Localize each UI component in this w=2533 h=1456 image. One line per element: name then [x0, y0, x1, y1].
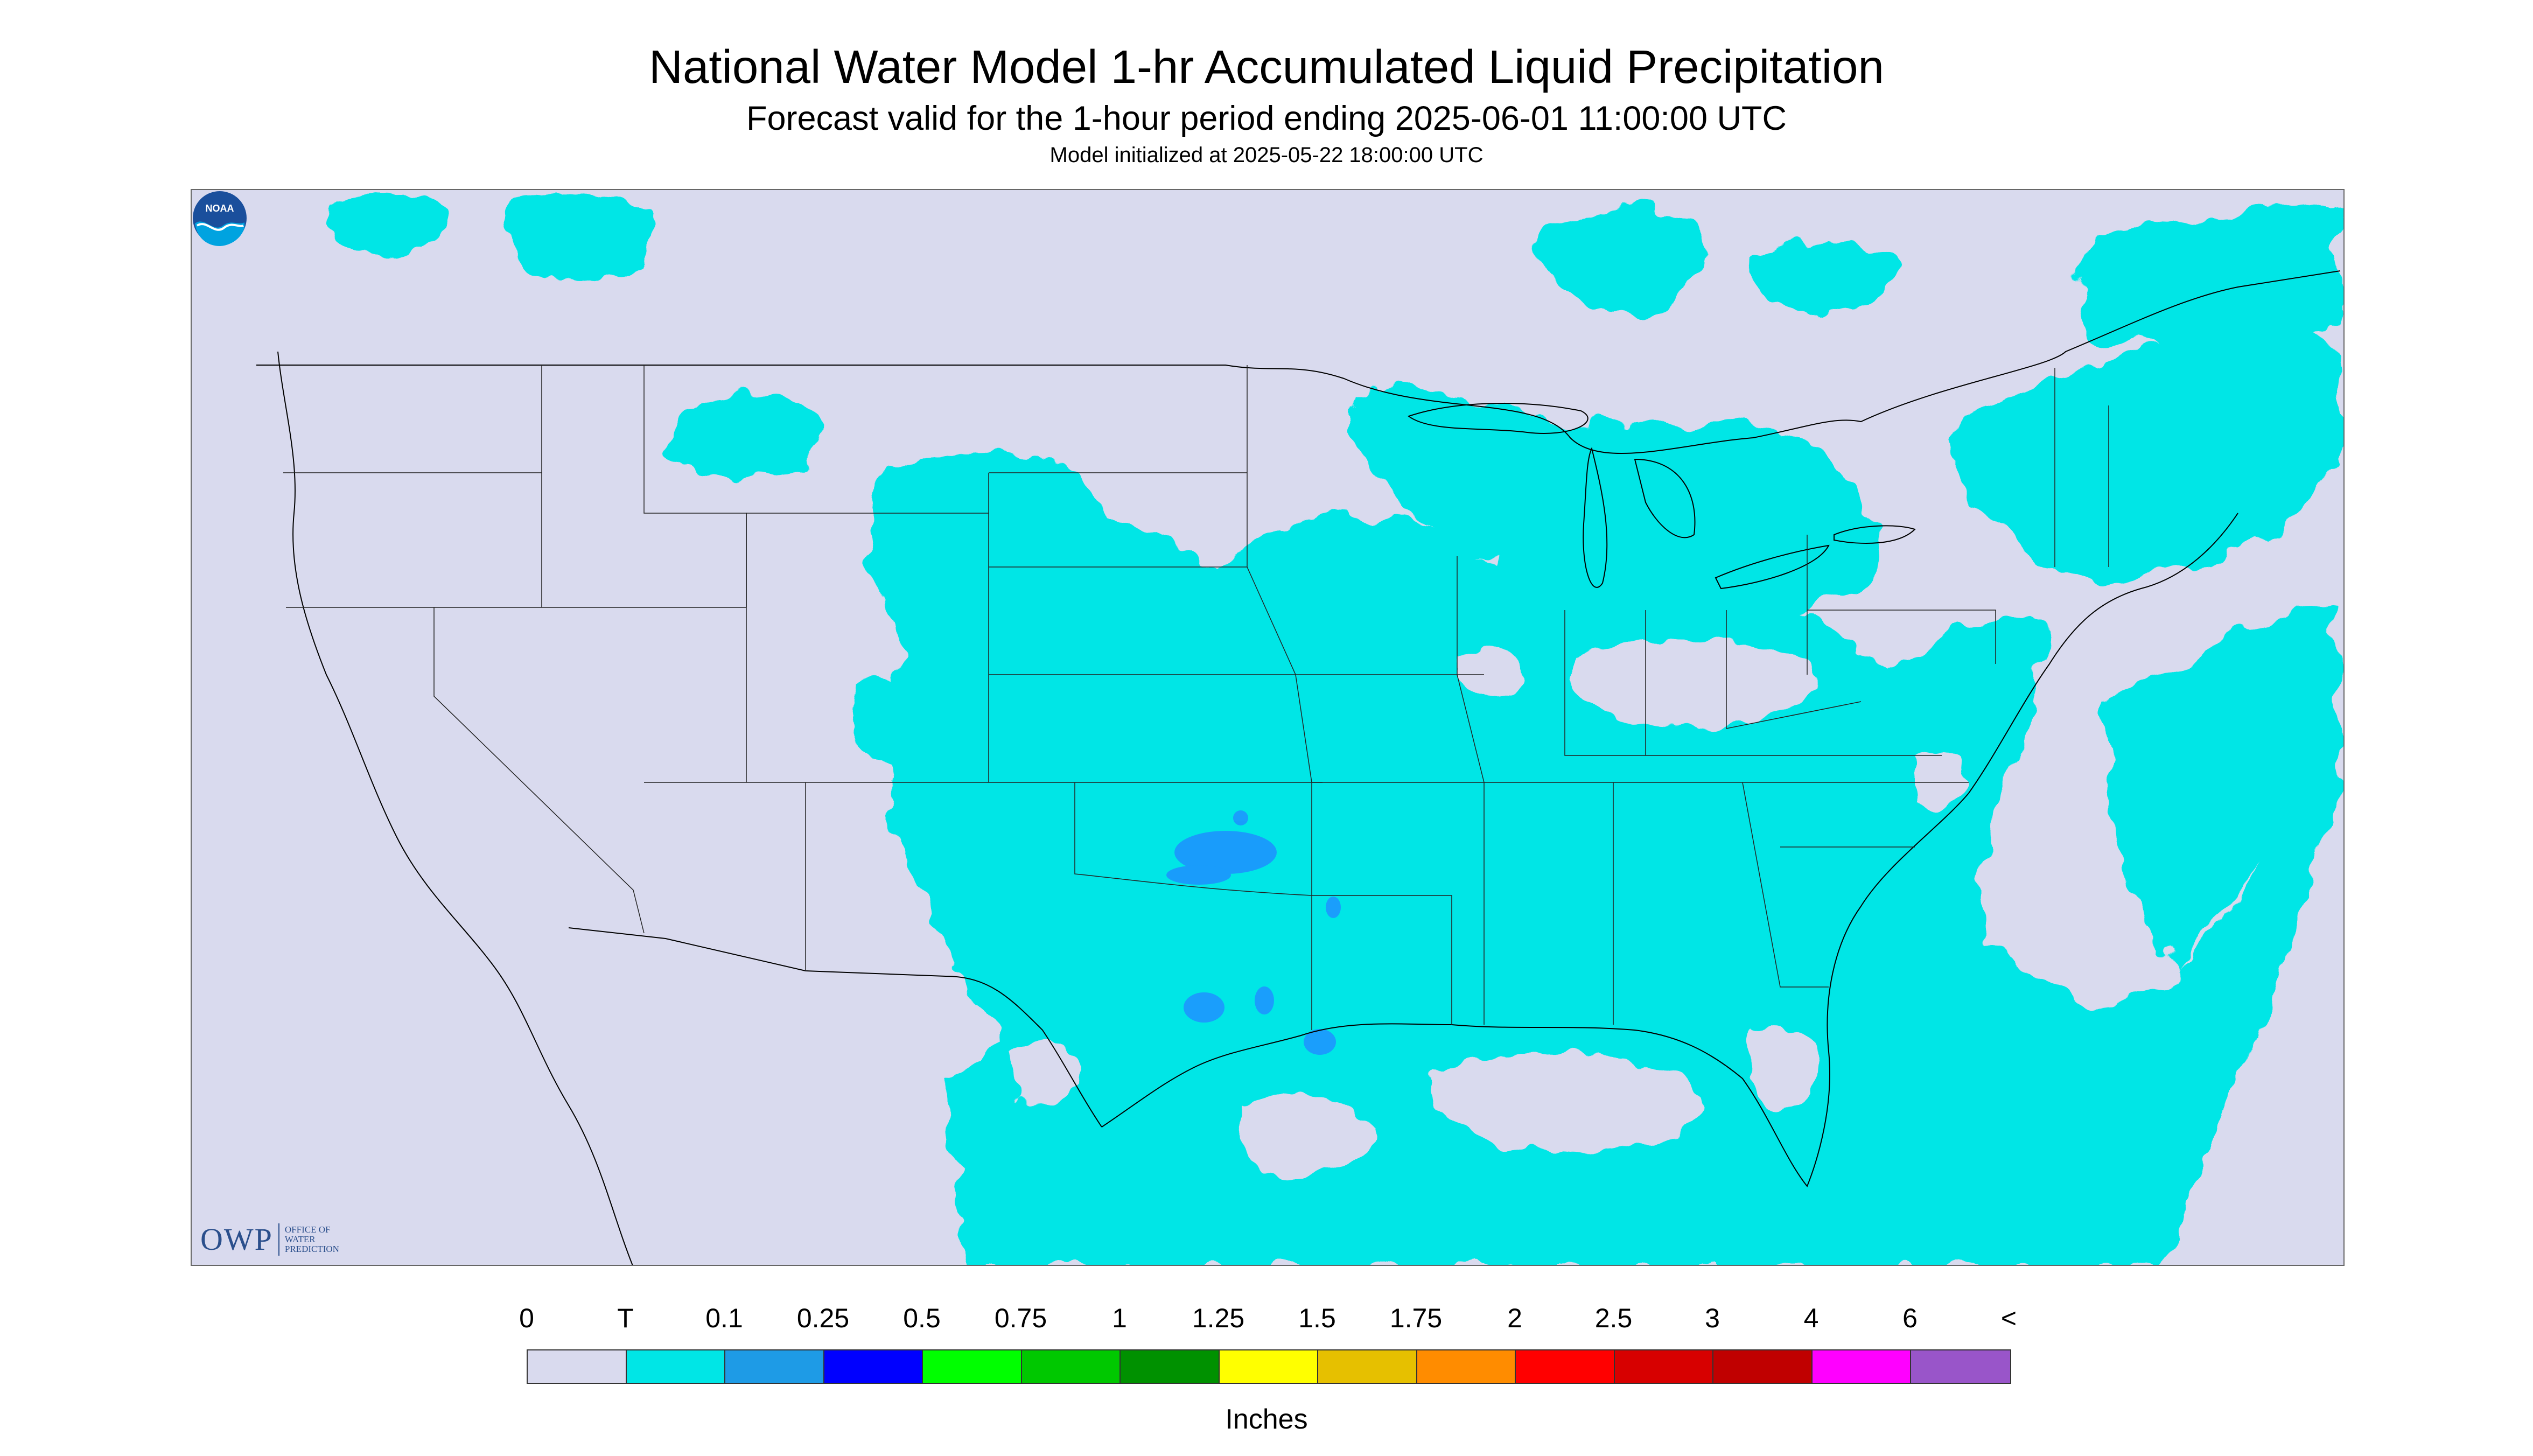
precip-cell-oklahoma-south	[1166, 865, 1231, 885]
pacific-coastline	[277, 351, 633, 1265]
lake-ontario	[1834, 525, 1916, 544]
precip-area-northeast	[1959, 326, 2340, 579]
noaa-logo-text: NOAA	[206, 203, 234, 214]
precipitation-map: OWP OFFICE OF WATER PREDICTION NOAA	[191, 189, 2345, 1266]
owp-logo: OWP OFFICE OF WATER PREDICTION	[200, 1221, 360, 1257]
dry-area-gulf-west	[1237, 1094, 1376, 1177]
lake-erie	[1715, 544, 1830, 590]
legend-swatch	[923, 1350, 1022, 1383]
state-line	[1742, 782, 1829, 988]
legend-swatch	[1021, 1350, 1121, 1383]
map-title: National Water Model 1-hr Accumulated Li…	[649, 41, 1884, 93]
precip-area-ontario	[1748, 239, 1893, 314]
legend-swatch	[1417, 1350, 1516, 1383]
state-line	[1457, 556, 1485, 783]
legend-label: 0.5	[903, 1303, 941, 1333]
legend-label: 4	[1803, 1303, 1819, 1333]
legend-swatch	[1121, 1350, 1220, 1383]
legend-label: 0.25	[796, 1303, 850, 1333]
legend-label: <	[2000, 1303, 2017, 1333]
state-line	[1074, 782, 1312, 1030]
legend-swatch	[1614, 1350, 1713, 1383]
legend-label: 0	[519, 1303, 534, 1333]
legend-label: 2.5	[1594, 1303, 1633, 1333]
state-line	[1807, 610, 1996, 664]
precip-area-greatlakes	[1355, 388, 1877, 609]
precip-area-nebraska	[853, 674, 960, 761]
legend-label: 0.1	[705, 1303, 743, 1333]
precip-area-bc	[326, 195, 443, 255]
precip-area-northplains	[887, 452, 1103, 561]
lake-huron	[1634, 458, 1696, 538]
lake-michigan	[1583, 447, 1608, 588]
legend-label: 1.5	[1298, 1303, 1336, 1333]
state-line	[1312, 895, 1452, 1025]
map-canvas	[256, 195, 2341, 1265]
legend-swatch	[1516, 1350, 1615, 1383]
legend-swatch	[1911, 1350, 2010, 1383]
precip-cell-texas-central-2	[1255, 986, 1274, 1014]
us-mexico-border	[568, 927, 1102, 1128]
model-init-time: Model initialized at 2025-05-22 18:00:00…	[1049, 143, 1484, 167]
owp-logo-name: OFFICE OF WATER PREDICTION	[284, 1224, 339, 1254]
noaa-logo-wave	[195, 221, 244, 246]
legend-label: 6	[1902, 1303, 1918, 1333]
precip-area-montana	[671, 390, 822, 482]
precip-cell-texas-central	[1184, 992, 1224, 1023]
dry-area-gulf-south	[1430, 1052, 1702, 1154]
dry-area-ohio-valley	[1570, 640, 1815, 729]
legend-label: 1.75	[1389, 1303, 1443, 1333]
legend-swatch	[1713, 1350, 1813, 1383]
dry-area-south-texas	[1010, 1040, 1080, 1108]
state-line	[1564, 610, 1942, 756]
noaa-logo-gull	[196, 223, 244, 231]
legend-swatch	[1812, 1350, 1911, 1383]
precip-area-quebec	[1536, 206, 1702, 310]
legend-labels: 0 T 0.1 0.25 0.5 0.75 1 1.25 1.5 1.75 2 2.5 3 4 6 <	[0, 1302, 2533, 1334]
legend-swatch	[1318, 1350, 1417, 1383]
state-line	[643, 365, 747, 782]
map-subtitle: Forecast valid for the 1-hour period end…	[746, 100, 1787, 137]
precip-cell-kansas	[1233, 810, 1248, 825]
precip-cell-houston	[1304, 1029, 1336, 1055]
legend-label: 3	[1705, 1303, 1720, 1333]
lake-superior	[1407, 403, 1589, 434]
dry-area-florida	[1748, 1026, 1818, 1109]
state-line	[1726, 610, 1862, 729]
legend-swatch	[528, 1350, 627, 1383]
legend-swatch	[725, 1350, 824, 1383]
state-line	[283, 365, 542, 473]
us-canada-border	[256, 270, 2341, 454]
state-line	[286, 607, 645, 934]
title-block: National Water Model 1-hr Accumulated Li…	[0, 38, 2533, 170]
owp-logo-mark: OWP	[200, 1222, 273, 1257]
dry-area-carolinas	[1915, 752, 1969, 812]
precip-area-alberta	[509, 195, 657, 282]
dry-area-illinois	[1457, 647, 1523, 696]
legend-label: 2	[1507, 1303, 1522, 1333]
legend-swatch	[824, 1350, 923, 1383]
noaa-logo: NOAA	[193, 191, 247, 246]
legend-swatch	[626, 1350, 725, 1383]
legend-label: T	[617, 1303, 634, 1333]
precip-area-atlantic	[2103, 599, 2340, 971]
legend-units: Inches	[1225, 1404, 1308, 1435]
legend-color-bar	[527, 1349, 2011, 1384]
legend-swatch	[1219, 1350, 1318, 1383]
legend-label: 0.75	[994, 1303, 1047, 1333]
precip-cell-oklahoma	[1174, 831, 1277, 874]
precip-cell-arkansas	[1326, 897, 1341, 918]
light-precip-areas	[1166, 810, 1341, 1055]
gulf-coastline	[1101, 513, 2238, 1187]
political-boundaries	[256, 270, 2341, 1265]
legend-label: 1	[1112, 1303, 1127, 1333]
state-line	[746, 513, 989, 607]
legend-label: 1.25	[1192, 1303, 1245, 1333]
precip-area-southcentral	[867, 469, 2340, 1265]
dry-areas	[1010, 640, 1969, 1177]
owp-logo-divider	[278, 1223, 279, 1256]
state-boundaries	[283, 365, 2109, 1030]
precip-area-canada-east	[2075, 207, 2340, 353]
